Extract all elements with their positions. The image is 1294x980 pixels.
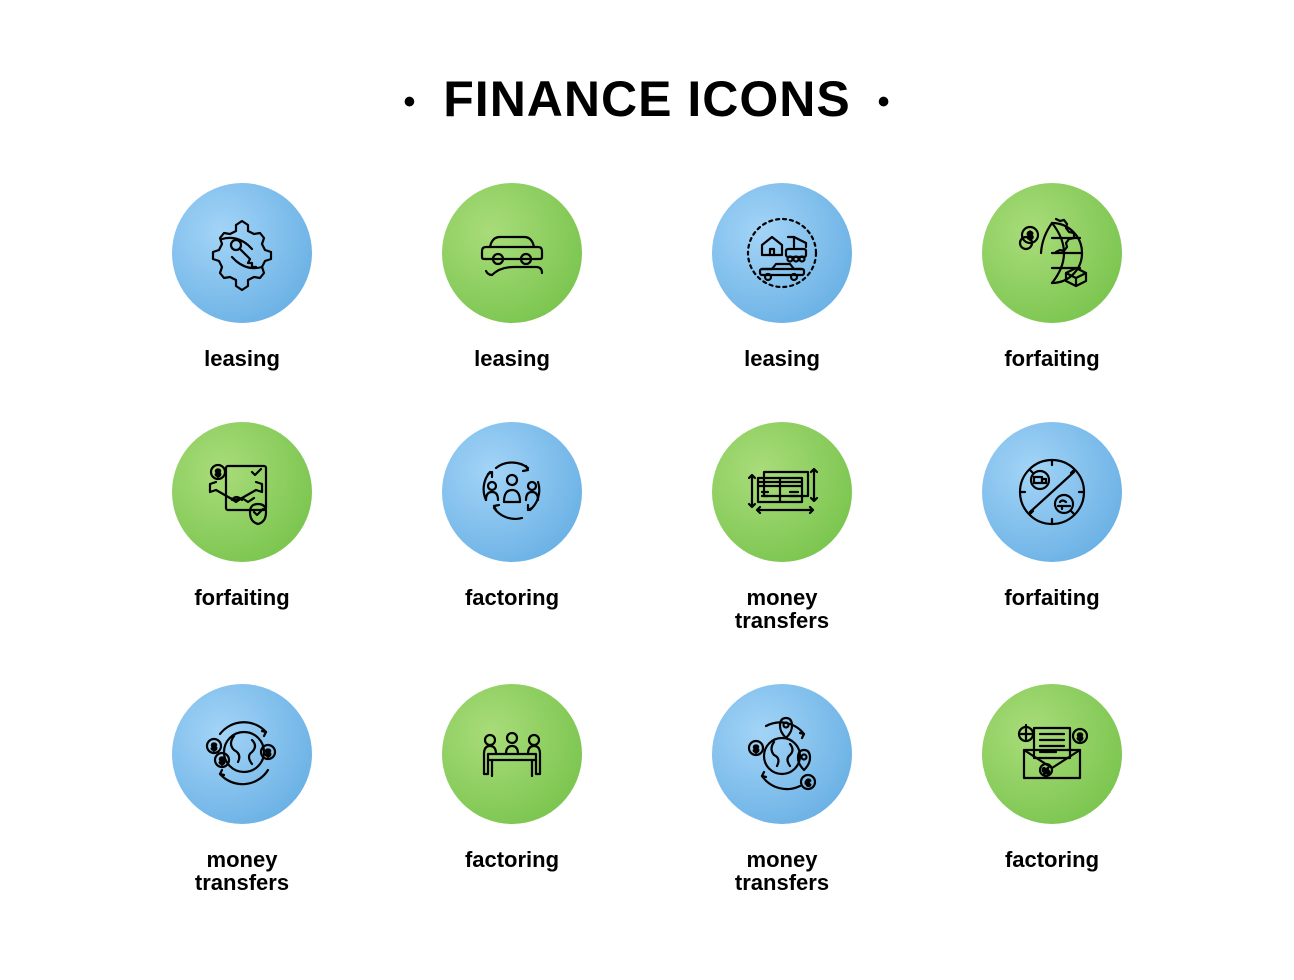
svg-text:$: $ [211,742,216,752]
title-dot-left: • [403,83,416,121]
title-text: FINANCE ICONS [443,71,850,127]
leasing-car-icon [442,183,582,323]
icon-label: forfaiting [194,586,289,609]
forfaiting-globe-icon: $ [982,183,1122,323]
icon-label: factoring [1005,848,1099,871]
leasing-assets-icon [712,183,852,323]
icon-cell: factoring [377,684,647,894]
icon-label: factoring [465,586,559,609]
icon-cell: leasing [647,183,917,370]
icon-label: money transfers [735,586,829,632]
svg-text:$: $ [753,744,758,754]
forfaiting-compass-icon [982,422,1122,562]
factoring-invoice-icon: $ % [982,684,1122,824]
icon-cell: $ forfaiting [107,422,377,632]
icon-cell: leasing [377,183,647,370]
money-transfer-globe-icon: $ $ $ [172,684,312,824]
icon-cell: $ forfaiting [917,183,1187,370]
money-transfer-pins-icon: $ € [712,684,852,824]
icon-cell: $ % factoring [917,684,1187,894]
title-dot-right: • [878,83,891,121]
page-title: • FINANCE ICONS • [0,70,1294,128]
icon-label: leasing [204,347,280,370]
icon-cell: leasing [107,183,377,370]
factoring-people-icon [442,422,582,562]
svg-text:$: $ [219,756,224,766]
svg-text:$: $ [215,468,220,478]
svg-text:%: % [1042,767,1049,776]
icon-cell: factoring [377,422,647,632]
icon-cell: forfaiting [917,422,1187,632]
svg-text:€: € [805,778,810,788]
infographic-page: • FINANCE ICONS • leasing [0,0,1294,894]
factoring-meeting-icon [442,684,582,824]
icon-cell: $ $ $ money transfers [107,684,377,894]
svg-text:$: $ [1077,732,1082,742]
icon-cell: money transfers [647,422,917,632]
icon-grid: leasing leasing [107,183,1187,894]
icon-label: money transfers [195,848,289,894]
icon-label: leasing [474,347,550,370]
icon-label: leasing [744,347,820,370]
svg-text:$: $ [265,748,270,758]
icon-label: forfaiting [1004,347,1099,370]
money-transfer-cash-icon [712,422,852,562]
icon-label: money transfers [735,848,829,894]
icon-label: forfaiting [1004,586,1099,609]
icon-cell: $ € money transfers [647,684,917,894]
forfaiting-deal-icon: $ [172,422,312,562]
icon-label: factoring [465,848,559,871]
leasing-keys-icon [172,183,312,323]
